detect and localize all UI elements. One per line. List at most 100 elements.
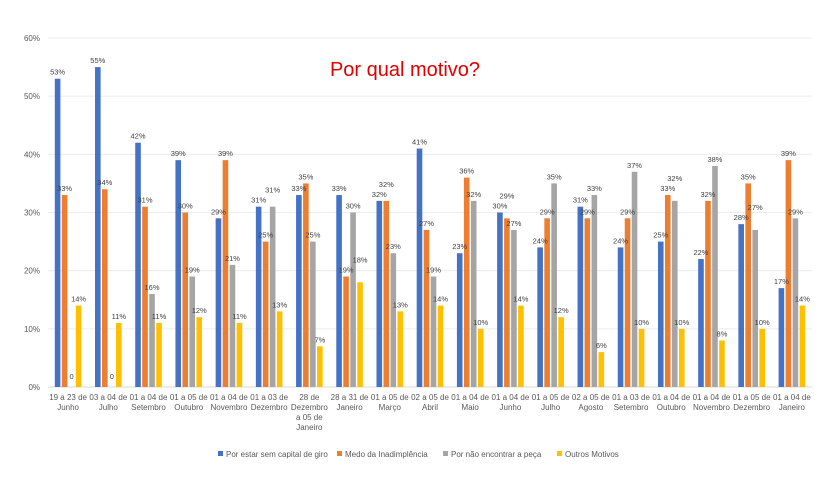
bar-medo-da-inadimplencia (303, 183, 309, 387)
data-label: 25% (653, 231, 668, 240)
legend-item: Por não encontrar a peça (443, 450, 542, 459)
bar-outros-motivos (518, 305, 524, 387)
legend-label: Medo da Inadimplência (345, 450, 428, 459)
bar-por-nao-encontrar-a-peca (269, 206, 276, 387)
data-label: 27% (506, 219, 521, 228)
legend-label: Por estar sem capital de giro (226, 450, 328, 459)
bar-medo-da-inadimplencia (262, 241, 269, 387)
bar-outros-motivos (759, 328, 765, 387)
bar-por-estar-sem-capital-de-giro (255, 206, 262, 387)
bar-por-nao-encontrar-a-peca (752, 229, 758, 387)
legend-label: Outros Motivos (565, 450, 619, 459)
bar-por-estar-sem-capital-de-giro (497, 212, 503, 387)
bar-por-estar-sem-capital-de-giro (778, 288, 785, 387)
bar-medo-da-inadimplencia (383, 200, 390, 387)
bar-por-nao-encontrar-a-peca (591, 195, 598, 387)
bar-outros-motivos (799, 305, 806, 387)
data-label: 19% (426, 265, 441, 274)
y-tick-label: 20% (24, 267, 40, 276)
x-category-label: 01 a 04 de Janeiro (773, 393, 811, 412)
bar-medo-da-inadimplencia (222, 160, 229, 387)
data-label: 10% (674, 318, 689, 327)
data-label: 19% (185, 265, 200, 274)
bar-por-nao-encontrar-a-peca (470, 200, 477, 387)
x-category-label: 01 a 04 de Novembro (210, 393, 248, 412)
data-label: 29% (540, 207, 555, 216)
bar-medo-da-inadimplencia (61, 195, 68, 387)
data-label: 14% (71, 295, 86, 304)
bar-medo-da-inadimplencia (504, 218, 510, 387)
data-label: 24% (613, 236, 628, 245)
data-label: 12% (192, 306, 207, 315)
bar-medo-da-inadimplencia (142, 206, 148, 387)
bar-outros-motivos (558, 317, 564, 387)
x-category-label: 01 a 03 de Setembro (612, 393, 650, 412)
bar-por-estar-sem-capital-de-giro (135, 142, 141, 387)
data-label: 37% (627, 161, 642, 170)
legend-label: Por não encontrar a peça (451, 450, 542, 459)
data-label: 33% (291, 184, 306, 193)
bar-por-nao-encontrar-a-peca (430, 276, 437, 387)
bar-por-estar-sem-capital-de-giro (416, 148, 423, 387)
x-category-label: 01 a 05 de Outubro (170, 393, 208, 412)
data-label: 29% (580, 207, 595, 216)
bar-por-estar-sem-capital-de-giro (296, 195, 302, 387)
chart-title: Por qual motivo? (330, 59, 480, 81)
data-label: 53% (50, 68, 65, 77)
bar-outros-motivos (317, 346, 323, 387)
legend-swatch (337, 451, 342, 456)
x-category-label: 01 a 05 de Julho (532, 393, 570, 412)
bar-por-estar-sem-capital-de-giro (657, 241, 664, 387)
bar-por-estar-sem-capital-de-giro (617, 247, 624, 387)
x-category-label: 01 a 05 de Dezembro (733, 393, 771, 412)
data-label: 32% (372, 190, 387, 199)
data-label: 18% (353, 255, 368, 264)
x-category-label: 01 a 05 de Março (371, 393, 409, 412)
legend-item: Por estar sem capital de giro (218, 450, 328, 459)
data-label: 12% (554, 306, 569, 315)
bar-outros-motivos (477, 328, 484, 387)
data-label: 14% (795, 295, 810, 304)
bars (54, 67, 806, 387)
data-labels: 53% 33% 14% 0 55% 34% 11% 0 42% 31% 16% 11% 39% 30% 19… (50, 56, 810, 381)
data-label: 35% (741, 172, 756, 181)
y-axis-ticks: 0% 10% 20% 30% 40% 50% 60% (24, 34, 40, 392)
data-label: 33% (660, 184, 675, 193)
data-label: 29% (620, 207, 635, 216)
data-label: 0 (70, 372, 74, 381)
data-label: 29% (499, 191, 514, 200)
data-label: 23% (386, 242, 401, 251)
bar-por-estar-sem-capital-de-giro (738, 224, 744, 387)
data-label: 33% (57, 184, 72, 193)
x-category-label: 01 a 04 de Maio (451, 393, 489, 412)
data-label: 29% (788, 207, 803, 216)
bar-por-estar-sem-capital-de-giro (577, 206, 584, 387)
legend-item: Outros Motivos (557, 450, 619, 459)
bar-medo-da-inadimplencia (102, 189, 108, 387)
bar-por-estar-sem-capital-de-giro (698, 259, 704, 387)
data-label: 25% (258, 231, 273, 240)
data-label: 39% (171, 149, 186, 158)
x-category-label: 01 a 04 de Outubro (652, 393, 690, 412)
data-label: 29% (211, 207, 226, 216)
y-tick-label: 30% (24, 209, 40, 218)
bar-por-estar-sem-capital-de-giro (175, 160, 182, 387)
data-label: 38% (707, 155, 722, 164)
bar-medo-da-inadimplencia (423, 229, 430, 387)
y-tick-label: 0% (28, 383, 40, 392)
data-label: 39% (781, 149, 796, 158)
bar-por-nao-encontrar-a-peca (631, 171, 638, 387)
bar-por-estar-sem-capital-de-giro (54, 78, 61, 387)
bar-medo-da-inadimplencia (745, 183, 751, 387)
bar-por-nao-encontrar-a-peca (350, 212, 356, 387)
data-label: 42% (131, 132, 146, 141)
data-label: 0 (110, 372, 114, 381)
data-label: 17% (774, 277, 789, 286)
bar-por-nao-encontrar-a-peca (189, 276, 196, 387)
data-label: 13% (272, 300, 287, 309)
bar-medo-da-inadimplencia (182, 212, 189, 387)
x-category-label: 01 a 04 de Setembro (130, 393, 168, 412)
data-label: 27% (419, 219, 434, 228)
data-label: 34% (97, 178, 112, 187)
